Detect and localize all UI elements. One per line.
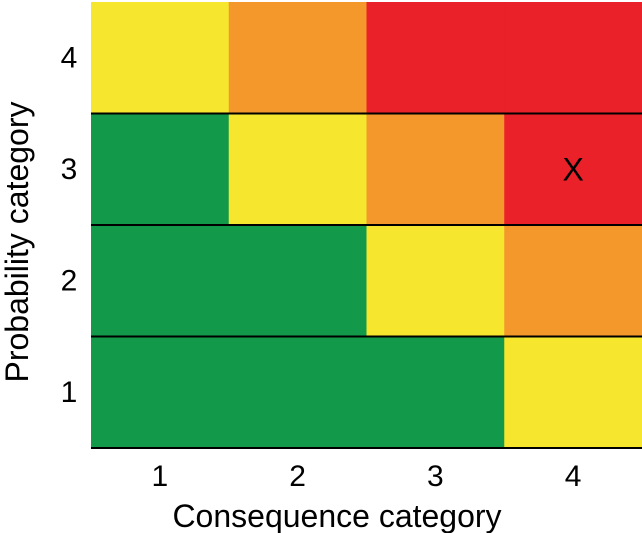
heatmap-cell-p2-c4 bbox=[504, 225, 642, 338]
y-tick-labels: 4 3 2 1 bbox=[61, 41, 78, 409]
x-tick-label: 4 bbox=[565, 460, 582, 493]
x-tick-labels: 1 2 3 4 bbox=[152, 460, 582, 493]
x-tick-label: 2 bbox=[289, 460, 306, 493]
heatmap-cell-p4-c3 bbox=[366, 2, 505, 115]
x-tick-label: 1 bbox=[152, 460, 169, 493]
y-tick-label: 2 bbox=[61, 264, 78, 297]
heatmap-cell-p3-c4 bbox=[504, 113, 642, 226]
y-tick-label: 1 bbox=[61, 376, 78, 409]
y-tick-label: 4 bbox=[61, 41, 78, 74]
heatmap-cell-p2-c2 bbox=[228, 225, 368, 338]
x-tick-label: 3 bbox=[427, 460, 444, 493]
heatmap-cell-p4-c4 bbox=[504, 2, 642, 115]
heatmap-cell-p1-c1 bbox=[91, 336, 230, 449]
heatmap-cell-p1-c2 bbox=[228, 336, 368, 449]
heatmap-cell-p3-c2 bbox=[228, 113, 368, 226]
heatmap-cell-p2-c3 bbox=[366, 225, 505, 338]
x-axis-title: Consequence category bbox=[172, 498, 501, 533]
heatmap-cells bbox=[91, 2, 642, 449]
heatmap-cell-p3-c3 bbox=[366, 113, 505, 226]
y-tick-label: 3 bbox=[61, 153, 78, 186]
heatmap-cell-p4-c2 bbox=[228, 2, 368, 115]
heatmap-cell-p2-c1 bbox=[91, 225, 230, 338]
y-axis-title: Probability category bbox=[0, 101, 35, 382]
row-separators bbox=[91, 112, 642, 449]
risk-marker: X bbox=[562, 151, 583, 187]
heatmap-cell-p3-c1 bbox=[91, 113, 230, 226]
heatmap-cell-p1-c4 bbox=[504, 336, 642, 449]
heatmap-cell-p1-c3 bbox=[366, 336, 505, 449]
heatmap-cell-p4-c1 bbox=[91, 2, 230, 115]
